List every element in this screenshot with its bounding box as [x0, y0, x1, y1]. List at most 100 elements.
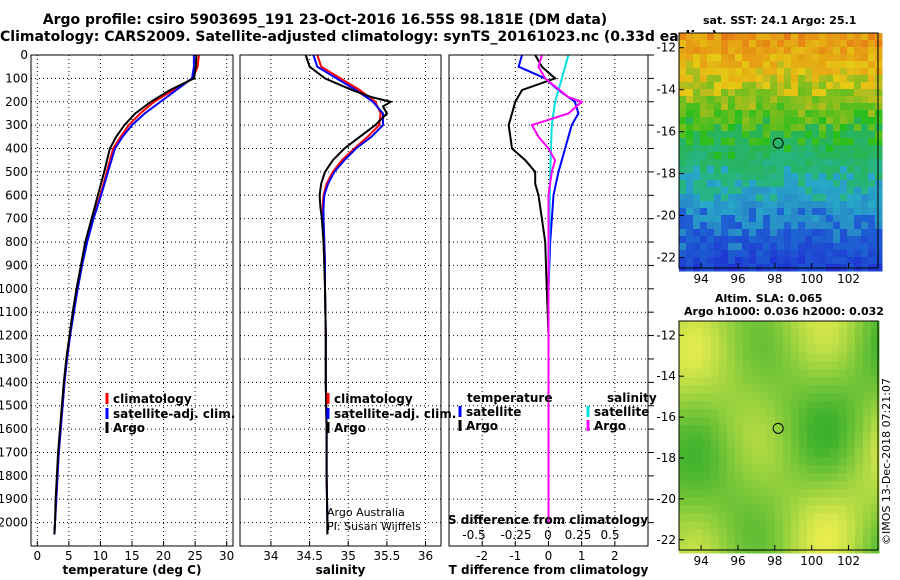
sla-map-cell	[799, 473, 808, 482]
sla-map-cell	[823, 385, 832, 394]
depth-tick-label-1: 100	[5, 71, 28, 85]
sst-map-cell	[735, 33, 743, 41]
sla-map-xtick-label-4: 102	[837, 554, 860, 568]
sla-map-cell	[767, 329, 776, 338]
sst-map-cell	[763, 166, 771, 174]
sst-map-cell	[686, 173, 694, 181]
sla-map-cell	[727, 385, 736, 394]
sst-map-cell	[721, 33, 729, 41]
sst-map-cell	[819, 145, 827, 153]
sst-map-cell	[735, 250, 743, 258]
sla-map-cell	[815, 417, 824, 426]
sla-map-cell	[711, 465, 720, 474]
sst-map-cell	[679, 138, 687, 146]
sst-map-ytick-label-0: -12	[656, 41, 676, 55]
sla-map-cell	[823, 497, 832, 506]
sla-map-cell	[783, 521, 792, 530]
sst-map-cell	[777, 152, 785, 160]
sst-map-cell	[756, 180, 764, 188]
sla-map-cell	[791, 521, 800, 530]
sla-map-cell	[679, 449, 688, 458]
sst-map-cell	[693, 257, 701, 265]
sla-map-cell	[791, 369, 800, 378]
sst-map-cell	[812, 180, 820, 188]
sst-map-cell	[826, 208, 834, 216]
sla-map-cell	[703, 433, 712, 442]
sst-map-cell	[805, 75, 813, 83]
sst-map-cell	[707, 187, 715, 195]
sst-map-cell	[707, 117, 715, 125]
sst-map-cell	[679, 75, 687, 83]
sla-map-cell	[703, 361, 712, 370]
sla-map-cell	[823, 433, 832, 442]
sst-map-cell	[679, 159, 687, 167]
sst-map-cell	[763, 243, 771, 251]
sla-map-cell	[711, 393, 720, 402]
sst-map-cell	[777, 68, 785, 76]
sla-map-cell	[767, 505, 776, 514]
sst-map-cell	[742, 194, 750, 202]
depth-tick-label-16: 1600	[0, 422, 28, 436]
sst-map-cell	[840, 40, 848, 48]
sst-map-cell	[805, 201, 813, 209]
sst-map-cell	[707, 257, 715, 265]
sla-map-cell	[783, 489, 792, 498]
sst-map-cell	[721, 47, 729, 55]
sla-map-cell	[847, 345, 856, 354]
sla-map-cell	[863, 465, 872, 474]
sst-map-cell	[847, 166, 855, 174]
sst-map-cell	[735, 124, 743, 132]
sla-map-cell	[847, 465, 856, 474]
sst-map-cell	[679, 82, 687, 90]
sla-map-cell	[799, 377, 808, 386]
sla-map-cell	[791, 417, 800, 426]
sst-map-cell	[812, 229, 820, 237]
sst-map-cell	[742, 187, 750, 195]
sst-map-cell	[847, 152, 855, 160]
sla-map-cell	[791, 433, 800, 442]
sla-map-cell	[703, 385, 712, 394]
sst-map-cell	[728, 173, 736, 181]
sst-map-cell	[735, 194, 743, 202]
sla-map-cell	[743, 529, 752, 538]
sst-map-cell	[791, 33, 799, 41]
sst-map-cell	[735, 68, 743, 76]
sla-map-cell	[727, 329, 736, 338]
sst-map-cell	[784, 89, 792, 97]
sst-map-cell	[756, 215, 764, 223]
sst-map-cell	[707, 159, 715, 167]
sst-map-cell	[861, 194, 869, 202]
sla-map-cell	[735, 473, 744, 482]
sla-map-cell	[759, 385, 768, 394]
sst-map-cell	[868, 54, 876, 62]
sst-map-cell	[735, 96, 743, 104]
sla-map-cell	[751, 353, 760, 362]
sla-map-cell	[735, 521, 744, 530]
sla-map-cell	[783, 449, 792, 458]
sst-map-cell	[735, 145, 743, 153]
sst-map-cell	[784, 159, 792, 167]
sla-map-cell	[703, 537, 712, 546]
sla-map-cell	[759, 353, 768, 362]
sla-map-cell	[679, 481, 688, 490]
sla-map-cell	[759, 417, 768, 426]
sla-map-cell	[847, 329, 856, 338]
sla-map-cell	[871, 529, 880, 538]
sla-map-cell	[759, 513, 768, 522]
sst-map-cell	[826, 180, 834, 188]
sla-map-cell	[687, 505, 696, 514]
sla-map-cell	[703, 353, 712, 362]
sst-map-cell	[686, 229, 694, 237]
depth-tick-label-12: 1200	[0, 329, 28, 343]
sst-map-cell	[707, 145, 715, 153]
panel2-xlabel: salinity	[316, 563, 366, 577]
sst-map-cell	[700, 103, 708, 111]
sla-map-cell	[743, 449, 752, 458]
sst-map-cell	[686, 208, 694, 216]
sst-map-cell	[875, 145, 883, 153]
sla-map-cell	[743, 433, 752, 442]
panel2-xtick-label-2: 35	[341, 549, 356, 563]
sla-map-cell	[735, 489, 744, 498]
sla-map-cell	[759, 377, 768, 386]
sst-map-cell	[693, 117, 701, 125]
